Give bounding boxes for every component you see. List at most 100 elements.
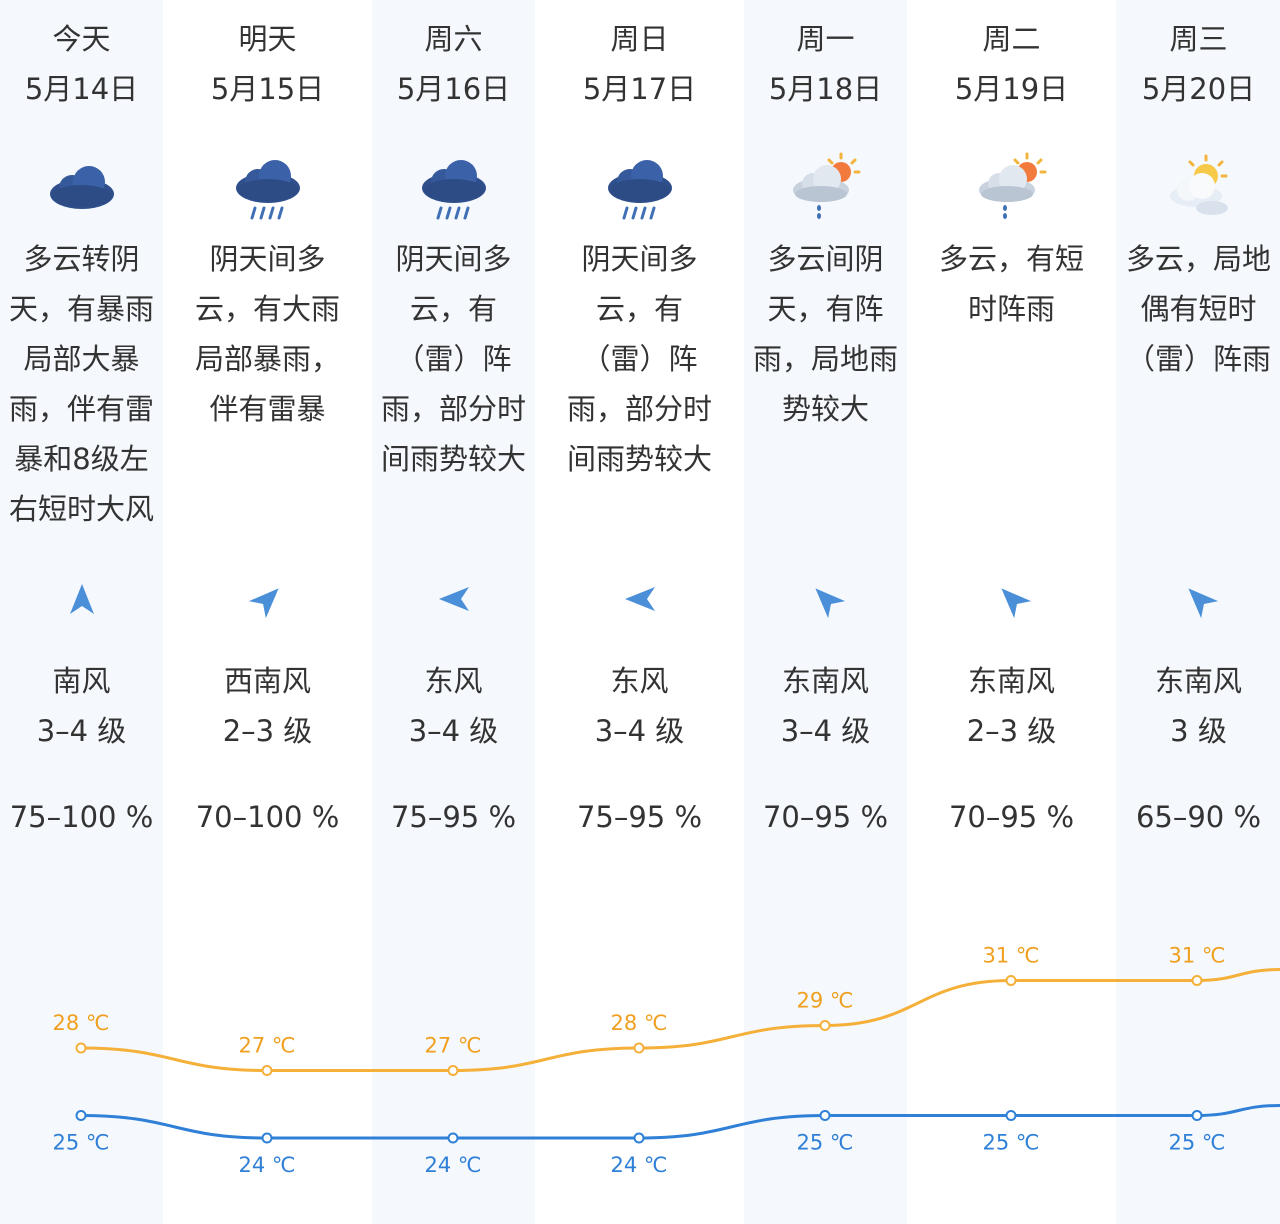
wind-level: 2–3 级 — [966, 714, 1057, 748]
high-temp-point — [1191, 975, 1203, 986]
high-temp-label: 27 ℃ — [239, 1034, 296, 1058]
description-line: 多云，局地 — [1125, 242, 1271, 276]
sun-cloud-shower-icon — [978, 152, 1046, 219]
day-date: 5月18日 — [768, 72, 883, 106]
description-line: 局部暴雨， — [194, 342, 340, 376]
high-temp-point — [75, 1042, 87, 1054]
wind-direction-arrow-icon — [1000, 588, 1031, 619]
description-line: 云，有 — [409, 292, 497, 326]
low-temp-point — [1005, 1110, 1017, 1121]
description-line: 天，有阵 — [767, 292, 884, 326]
description-line: 局部大暴 — [23, 342, 140, 376]
high-temp-line — [80, 968, 1280, 1073]
day-date: 5月16日 — [396, 72, 511, 106]
description-line: （雷）阵 — [395, 342, 512, 376]
weather-description: 多云，局地偶有短时 （雷）阵雨 — [1112, 234, 1280, 384]
description-line: 伴有雷暴 — [209, 392, 326, 426]
high-temp-point — [633, 1042, 645, 1054]
description-line: 雨，部分时 — [380, 392, 526, 426]
description-line: 阴天间多 — [581, 242, 698, 276]
low-temp-label: 24 ℃ — [239, 1153, 296, 1177]
high-temp-label: 28 ℃ — [53, 1011, 110, 1035]
humidity: 70–100 % — [195, 800, 340, 834]
heavy-rain-icon — [421, 160, 486, 220]
description-line: 间雨势较大 — [380, 442, 526, 476]
partly-cloudy-icon — [1169, 154, 1228, 215]
wind-direction: 东南风 — [781, 664, 869, 698]
day-column: 明天 5月15日 阴天间多 云，有大雨 局部暴雨， 伴有雷暴 西南风 2–3 级 70–100 … — [186, 0, 349, 1224]
cloudy-icon — [49, 166, 114, 209]
wind-direction: 东南风 — [967, 664, 1055, 698]
day-column: 今天 5月14日 多云转阴 天，有暴雨 局部大暴 雨，伴有雷 暴和8级左 右短时大风 南风 3–4… — [0, 0, 163, 1224]
high-temp-point — [261, 1065, 273, 1076]
day-name: 今天 — [52, 22, 111, 56]
wind-direction-arrow-icon — [438, 587, 469, 611]
high-temp-label: 29 ℃ — [797, 989, 854, 1013]
day-name: 周三 — [1169, 22, 1228, 56]
day-name: 周一 — [796, 22, 855, 56]
sun-cloud-shower-icon — [792, 152, 860, 219]
weather-description: 多云间阴天，有阵雨，局地雨势较大 — [740, 234, 911, 434]
low-temp-point — [261, 1132, 273, 1144]
description-line: 阴天间多 — [209, 242, 326, 276]
day-column: 周一 5月18日多云间阴天，有阵雨，局地雨势较大东南风 3–4 级 70–95 % — [744, 0, 907, 1224]
description-line: 间雨势较大 — [566, 442, 712, 476]
day-name: 明天 — [238, 22, 297, 56]
wind-level: 3–4 级 — [36, 714, 127, 748]
humidity: 70–95 % — [948, 800, 1075, 834]
description-line: 多云，有短 — [938, 242, 1084, 276]
wind-level: 3–4 级 — [780, 714, 871, 748]
wind-level: 3–4 级 — [594, 714, 685, 748]
low-temp-point — [633, 1132, 645, 1144]
low-temp-label: 25 ℃ — [1169, 1131, 1226, 1155]
wind-direction-arrow-icon — [248, 588, 279, 619]
day-name: 周日 — [610, 22, 669, 56]
description-line: 多云转阴 — [23, 242, 140, 276]
day-name: 周二 — [982, 22, 1041, 56]
low-temp-label: 25 ℃ — [983, 1131, 1040, 1155]
description-line: 天，有暴雨 — [8, 292, 154, 326]
description-line: 势较大 — [781, 392, 869, 426]
description-line: （雷）阵 — [581, 342, 698, 376]
day-column: 周三 5月20日 多云，局地 偶有短时 （雷）阵雨 东南风 3 级 65–90 % — [1116, 0, 1280, 1224]
description-line: 雨，部分时 — [566, 392, 712, 426]
weather-description: 阴天间多 云，有大雨 局部暴雨， 伴有雷暴 — [182, 234, 353, 434]
humidity: 70–95 % — [762, 800, 889, 834]
description-line: （雷）阵雨 — [1125, 342, 1271, 376]
heavy-rain-icon — [607, 160, 672, 220]
high-temp-label: 31 ℃ — [983, 944, 1040, 968]
description-line: 阴天间多 — [395, 242, 512, 276]
wind-direction-arrow-icon — [1187, 588, 1218, 619]
wind-direction: 南风 — [52, 664, 111, 698]
high-temp-point — [819, 1020, 831, 1031]
day-name: 周六 — [424, 22, 483, 56]
low-temp-point — [447, 1132, 459, 1144]
wind-direction: 东风 — [424, 664, 483, 698]
description-line: 多云间阴 — [767, 242, 884, 276]
day-date: 5月19日 — [954, 72, 1069, 106]
weather-description: 阴天间多云，有 （雷）阵雨，部分时间雨势较大 — [368, 234, 539, 484]
description-line: 暴和8级左 — [14, 442, 149, 476]
humidity: 75–95 % — [576, 800, 703, 834]
wind-direction-arrow-icon — [624, 587, 655, 611]
description-line: 偶有短时 — [1140, 292, 1257, 326]
day-column: 周二 5月19日 多云，有短 时阵雨 东南风 2–3 级 70–95 % — [930, 0, 1093, 1224]
heavy-rain-icon — [235, 160, 300, 220]
weather-description: 多云，有短 时阵雨 — [926, 234, 1097, 334]
description-line: 雨，局地雨 — [752, 342, 898, 376]
weather-description: 阴天间多 云，有 （雷）阵 雨，部分时 间雨势较大 — [554, 234, 725, 484]
low-temp-label: 24 ℃ — [611, 1153, 668, 1177]
high-temp-label: 27 ℃ — [425, 1034, 482, 1058]
humidity: 75–95 % — [390, 800, 517, 834]
day-column: 周日 5月17日 阴天间多 云，有 （雷）阵 雨，部分时 间雨势较大 东风 3–4 级 75–95… — [558, 0, 721, 1224]
low-temp-label: 25 ℃ — [53, 1131, 110, 1155]
wind-direction-arrow-icon — [814, 588, 845, 619]
day-date: 5月17日 — [582, 72, 697, 106]
low-temp-label: 25 ℃ — [797, 1131, 854, 1155]
wind-level: 3 级 — [1170, 714, 1227, 748]
day-date: 5月14日 — [24, 72, 139, 106]
day-date: 5月15日 — [210, 72, 325, 106]
wind-direction: 东南风 — [1154, 664, 1242, 698]
